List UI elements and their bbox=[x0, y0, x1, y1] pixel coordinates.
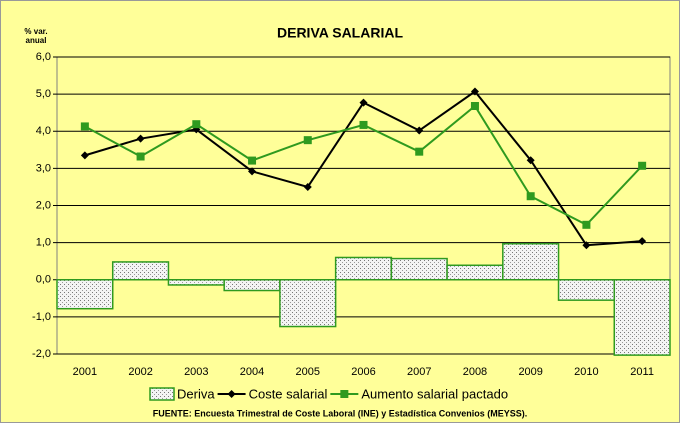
x-tick-label: 2005 bbox=[296, 366, 320, 378]
point bbox=[303, 182, 312, 191]
legend-swatch bbox=[149, 387, 175, 401]
point bbox=[303, 136, 312, 145]
bar bbox=[56, 279, 114, 310]
y-tick-label: 5,0 bbox=[36, 88, 51, 100]
point bbox=[136, 152, 145, 161]
bar bbox=[279, 279, 337, 328]
point bbox=[415, 126, 424, 135]
bar bbox=[167, 279, 225, 286]
point bbox=[359, 98, 368, 107]
point bbox=[192, 120, 201, 129]
point bbox=[470, 87, 479, 96]
bar bbox=[390, 257, 448, 281]
point bbox=[638, 237, 647, 246]
point bbox=[248, 167, 257, 176]
source-note: FUENTE: Encuesta Trimestral de Coste Lab… bbox=[153, 408, 528, 418]
point bbox=[526, 192, 535, 201]
x-tick-label: 2010 bbox=[574, 366, 598, 378]
bar bbox=[111, 261, 170, 281]
legend-label: Aumento salarial pactado bbox=[361, 386, 508, 401]
point bbox=[80, 151, 89, 160]
point bbox=[248, 156, 257, 165]
point bbox=[136, 134, 145, 143]
y-tick-label: 4,0 bbox=[36, 125, 51, 137]
bar bbox=[557, 279, 616, 301]
bar bbox=[502, 242, 560, 281]
chart-title: DERIVA SALARIAL bbox=[277, 25, 403, 41]
x-tick-label: 2008 bbox=[463, 366, 487, 378]
y-tick-label: 3,0 bbox=[36, 162, 51, 174]
legend-label: Coste salarial bbox=[249, 386, 328, 401]
bar bbox=[446, 264, 504, 281]
y-tick-label: -1,0 bbox=[32, 311, 51, 323]
x-tick-label: 2011 bbox=[630, 366, 654, 378]
point bbox=[582, 220, 591, 229]
bar bbox=[613, 279, 671, 356]
x-tick-label: 2003 bbox=[184, 366, 208, 378]
y-tick-label: 6,0 bbox=[36, 51, 51, 63]
x-tick-label: 2001 bbox=[73, 366, 97, 378]
point bbox=[80, 122, 89, 131]
legend-label: Deriva bbox=[177, 386, 215, 401]
x-tick-label: 2002 bbox=[128, 366, 152, 378]
legend-marker bbox=[340, 390, 349, 398]
point bbox=[638, 161, 647, 170]
bar bbox=[334, 256, 393, 281]
point bbox=[415, 147, 424, 156]
point bbox=[470, 102, 479, 111]
bar bbox=[223, 279, 281, 292]
y-axis-label: % var. bbox=[24, 27, 47, 36]
x-tick-label: 2006 bbox=[351, 366, 375, 378]
y-axis-label: anual bbox=[26, 36, 47, 45]
y-tick-label: 1,0 bbox=[36, 237, 51, 249]
point bbox=[359, 120, 368, 129]
point bbox=[526, 156, 535, 165]
x-tick-label: 2009 bbox=[518, 366, 542, 378]
y-tick-label: 0,0 bbox=[36, 274, 51, 286]
legend-marker bbox=[227, 390, 236, 398]
y-tick-label: 2,0 bbox=[36, 199, 51, 211]
point bbox=[582, 241, 591, 250]
x-tick-label: 2007 bbox=[407, 366, 431, 378]
y-tick-label: -2,0 bbox=[32, 348, 51, 360]
x-tick-label: 2004 bbox=[240, 366, 264, 378]
